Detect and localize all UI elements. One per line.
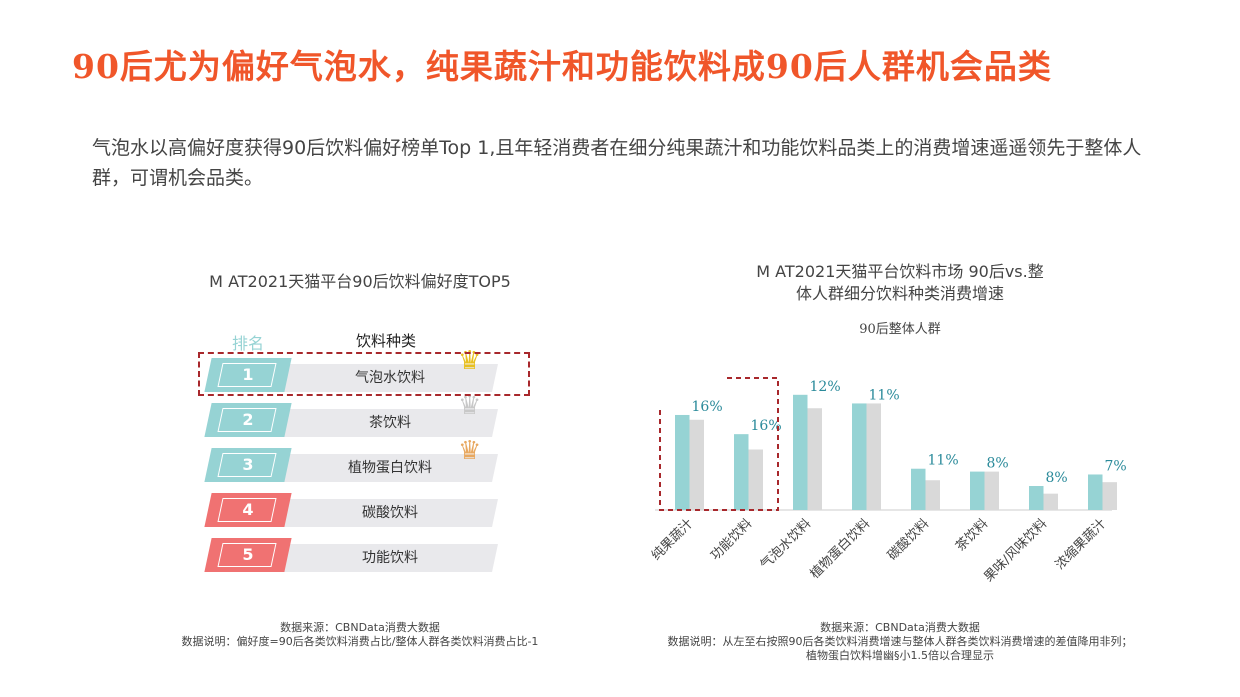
rank-header: 排名 — [232, 334, 265, 353]
right-note-1: 数据说明：从左至右按照90后各类饮料消费增速与整体人群各类饮料消费增速的差值降用… — [667, 635, 1133, 648]
rank-label: 气泡水饮料 — [355, 370, 425, 386]
rank-label: 茶饮料 — [369, 415, 411, 431]
category-label: 气泡水饮料 — [757, 516, 814, 573]
diff-label: 11% — [869, 387, 900, 403]
left-source: 数据来源：CBNData消费大数据 — [280, 621, 440, 634]
bar-overall — [748, 449, 763, 510]
bar-overall — [1043, 493, 1058, 510]
left-note: 数据说明：偏好度=90后各类饮料消费占比/整体人群各类饮料消费占比-1 — [181, 635, 539, 648]
highlight-box — [659, 377, 779, 511]
page-description: 气泡水以高偏好度获得90后饮料偏好榜单Top 1,且年轻消费者在细分纯果蔬汁和功… — [92, 137, 1142, 189]
rank-label: 植物蛋白饮料 — [348, 460, 432, 476]
category-label: 植物蛋白饮料 — [807, 516, 873, 582]
rank-row: 4 碳酸饮料 — [200, 491, 500, 527]
rank-label: 功能饮料 — [362, 550, 418, 566]
rank-number: 1 — [242, 365, 254, 384]
category-label: 果味/风味饮料 — [981, 516, 1050, 585]
diff-label: 16% — [751, 418, 782, 434]
bar-overall — [984, 471, 999, 510]
bar-90s — [911, 468, 926, 510]
type-header: 饮料种类 — [356, 332, 417, 350]
category-label: 纯果蔬汁 — [649, 516, 696, 563]
rank-row: 5 功能饮料 — [200, 536, 500, 572]
bar-overall — [689, 419, 704, 510]
diff-label: 11% — [928, 453, 959, 469]
crown-icon: ♛ — [458, 436, 482, 466]
diff-label: 7% — [1105, 458, 1127, 474]
right-chart-title-1: M AT2021天猫平台饮料市场 90后vs.整 — [756, 262, 1044, 281]
page-title: 90后尤为偏好气泡水，纯果蔬汁和功能饮料成90后人群机会品类 — [72, 47, 1052, 86]
diff-label: 12% — [810, 379, 841, 395]
right-source: 数据来源：CBNData消费大数据 — [820, 621, 980, 634]
category-label: 碳酸饮料 — [885, 516, 932, 563]
crown-icon: ♛ — [458, 391, 482, 421]
bar-90s — [970, 471, 985, 510]
bar-90s — [793, 394, 808, 510]
rank-label: 碳酸饮料 — [362, 505, 418, 521]
category-label: 茶饮料 — [952, 516, 991, 555]
bar-overall — [807, 408, 822, 510]
bar-overall — [1102, 482, 1117, 510]
diff-label: 8% — [1046, 470, 1068, 486]
right-chart-title-2: 体人群细分饮料种类消费增速 — [795, 284, 1004, 303]
bar-90s — [1029, 486, 1044, 510]
bar-90s — [852, 403, 867, 510]
rank-number: 5 — [242, 545, 254, 564]
rank-number: 3 — [242, 455, 254, 474]
chart-legend: 90后整体人群 — [859, 322, 941, 337]
diff-label: 16% — [692, 399, 723, 415]
rank-row: 2 茶饮料 ♛ — [200, 391, 500, 437]
left-chart-title: M AT2021天猫平台90后饮料偏好度TOP5 — [209, 272, 511, 291]
category-label: 浓缩果蔬汁 — [1052, 516, 1109, 573]
bar-90s — [1088, 474, 1103, 510]
bar-90s — [734, 434, 749, 510]
rank-row: 3 植物蛋白饮料 ♛ — [200, 436, 500, 482]
right-note-2: 植物蛋白饮料增幽§小1.5倍以合理显示 — [806, 649, 994, 662]
bar-overall — [925, 480, 940, 510]
rank-number: 2 — [242, 410, 254, 429]
rank-number: 4 — [242, 500, 254, 519]
bar-overall — [866, 403, 881, 510]
category-label: 功能饮料 — [708, 516, 755, 563]
top1-highlight-box — [198, 352, 530, 396]
bar-90s — [675, 414, 690, 510]
diff-label: 8% — [987, 456, 1009, 472]
